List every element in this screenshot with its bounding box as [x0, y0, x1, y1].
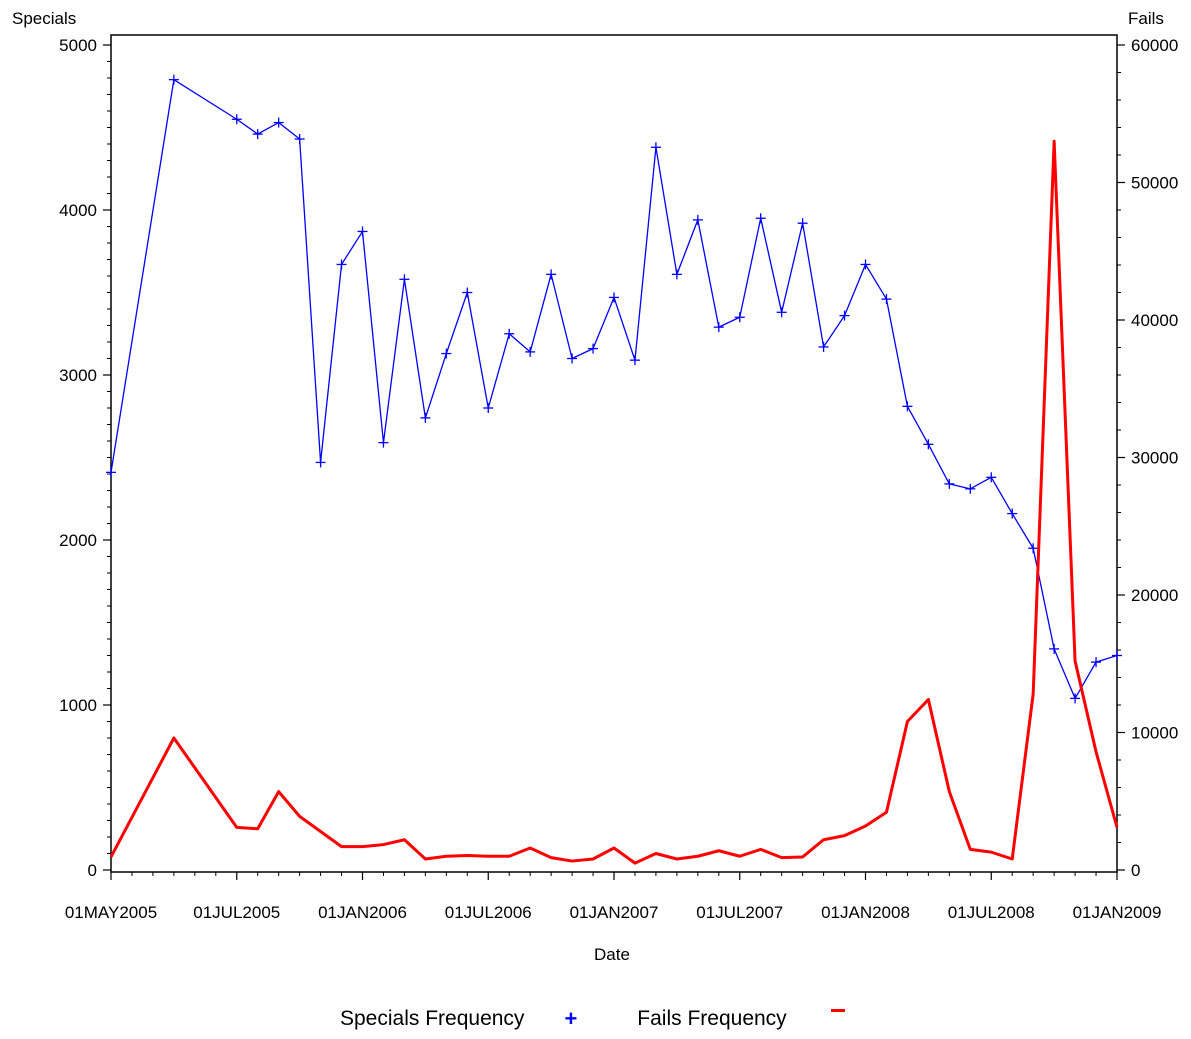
specials-point-marker [420, 412, 431, 423]
specials-point-marker [504, 328, 515, 339]
legend-dash-marker-icon [830, 1008, 845, 1012]
y-left-tick-label: 5000 [59, 36, 97, 55]
specials-point-marker [944, 478, 955, 489]
y-left-tick-label: 4000 [59, 201, 97, 220]
specials-point-marker [881, 294, 892, 305]
specials-point-marker [1070, 693, 1081, 704]
specials-point-marker [357, 226, 368, 237]
y-left-tick-label: 2000 [59, 531, 97, 550]
legend-label-fails: Fails Frequency [637, 1007, 787, 1030]
legend-label-specials: Specials Frequency [340, 1007, 525, 1030]
x-tick-label: 01JUL2008 [948, 903, 1035, 922]
specials-point-marker [483, 403, 494, 413]
specials-point-marker [755, 213, 766, 224]
specials-point-marker [252, 129, 263, 140]
x-tick-label: 01JAN2009 [1073, 903, 1162, 922]
x-tick-label: 01JAN2008 [821, 903, 910, 922]
plot-frame [110, 34, 1118, 873]
legend: Specials Frequency + Fails Frequency [340, 1006, 845, 1032]
x-tick-label: 01JUL2005 [193, 903, 280, 922]
specials-point-marker [399, 274, 410, 285]
specials-point-marker [588, 343, 599, 354]
y-left-axis: 0 1000 2000 3000 4000 5000 [59, 36, 111, 880]
specials-point-marker [671, 269, 682, 280]
y-right-tick-label: 20000 [1131, 586, 1178, 605]
y-left-tick-label: 0 [88, 861, 97, 880]
x-tick-label: 01JUL2007 [696, 903, 783, 922]
specials-point-marker [776, 307, 787, 318]
y-left-tick-label: 3000 [59, 366, 97, 385]
x-axis-title: Date [594, 945, 630, 964]
series-line-fails [109, 139, 1119, 865]
specials-point-marker [1112, 650, 1122, 661]
specials-point-marker [923, 439, 934, 450]
specials-point-marker [106, 467, 116, 478]
specials-point-marker [273, 117, 284, 128]
y-right-tick-label: 50000 [1131, 174, 1178, 193]
specials-point-marker [525, 346, 536, 357]
y-left-axis-title: Specials [12, 9, 76, 28]
y-right-tick-label: 60000 [1131, 36, 1178, 55]
specials-point-marker [1028, 543, 1039, 554]
specials-point-marker [315, 457, 326, 468]
specials-point-marker [609, 292, 619, 303]
x-tick-label: 01JAN2007 [570, 903, 659, 922]
y-right-tick-label: 30000 [1131, 449, 1178, 468]
specials-point-marker [336, 259, 347, 270]
specials-point-marker [860, 259, 871, 270]
specials-point-marker [1007, 508, 1018, 519]
specials-point-marker [441, 348, 452, 359]
x-tick-label: 01JAN2006 [318, 903, 407, 922]
y-right-tick-label: 0 [1131, 861, 1140, 880]
series-layer [106, 74, 1122, 865]
specials-point-marker [231, 114, 242, 125]
specials-point-marker [734, 312, 745, 323]
specials-point-marker [692, 214, 703, 225]
specials-point-marker [965, 483, 976, 494]
y-right-tick-label: 40000 [1131, 311, 1178, 330]
specials-point-marker [797, 218, 808, 229]
y-right-tick-label: 10000 [1131, 724, 1178, 743]
specials-point-marker [1049, 643, 1060, 654]
specials-point-marker [567, 353, 578, 364]
specials-point-marker [986, 472, 997, 483]
y-left-tick-label: 1000 [59, 696, 97, 715]
y-right-axis: 0 10000 20000 30000 40000 50000 60000 [1117, 36, 1178, 880]
specials-point-marker [902, 401, 913, 412]
specials-point-marker [629, 355, 640, 366]
x-axis: 01MAY2005 01JUL2005 01JAN2006 01JUL2006 01JA… [65, 872, 1162, 922]
specials-point-marker [839, 310, 850, 321]
specials-point-marker [1091, 657, 1102, 668]
specials-point-marker [378, 437, 389, 448]
y-right-axis-title: Fails [1128, 9, 1164, 28]
specials-point-marker [818, 341, 829, 352]
chart: Specials Fails 0 1000 2000 3000 4000 5000 0 10… [12, 9, 1178, 964]
specials-point-marker [650, 142, 661, 153]
x-tick-label: 01JUL2006 [445, 903, 532, 922]
specials-point-marker [168, 74, 179, 85]
series-line-specials [110, 79, 1118, 700]
specials-point-marker [713, 322, 724, 333]
x-tick-label: 01MAY2005 [65, 903, 157, 922]
legend-plus-marker-icon: + [564, 1006, 578, 1031]
specials-point-marker [294, 134, 305, 145]
specials-point-marker [546, 269, 557, 280]
specials-point-marker [462, 287, 473, 298]
